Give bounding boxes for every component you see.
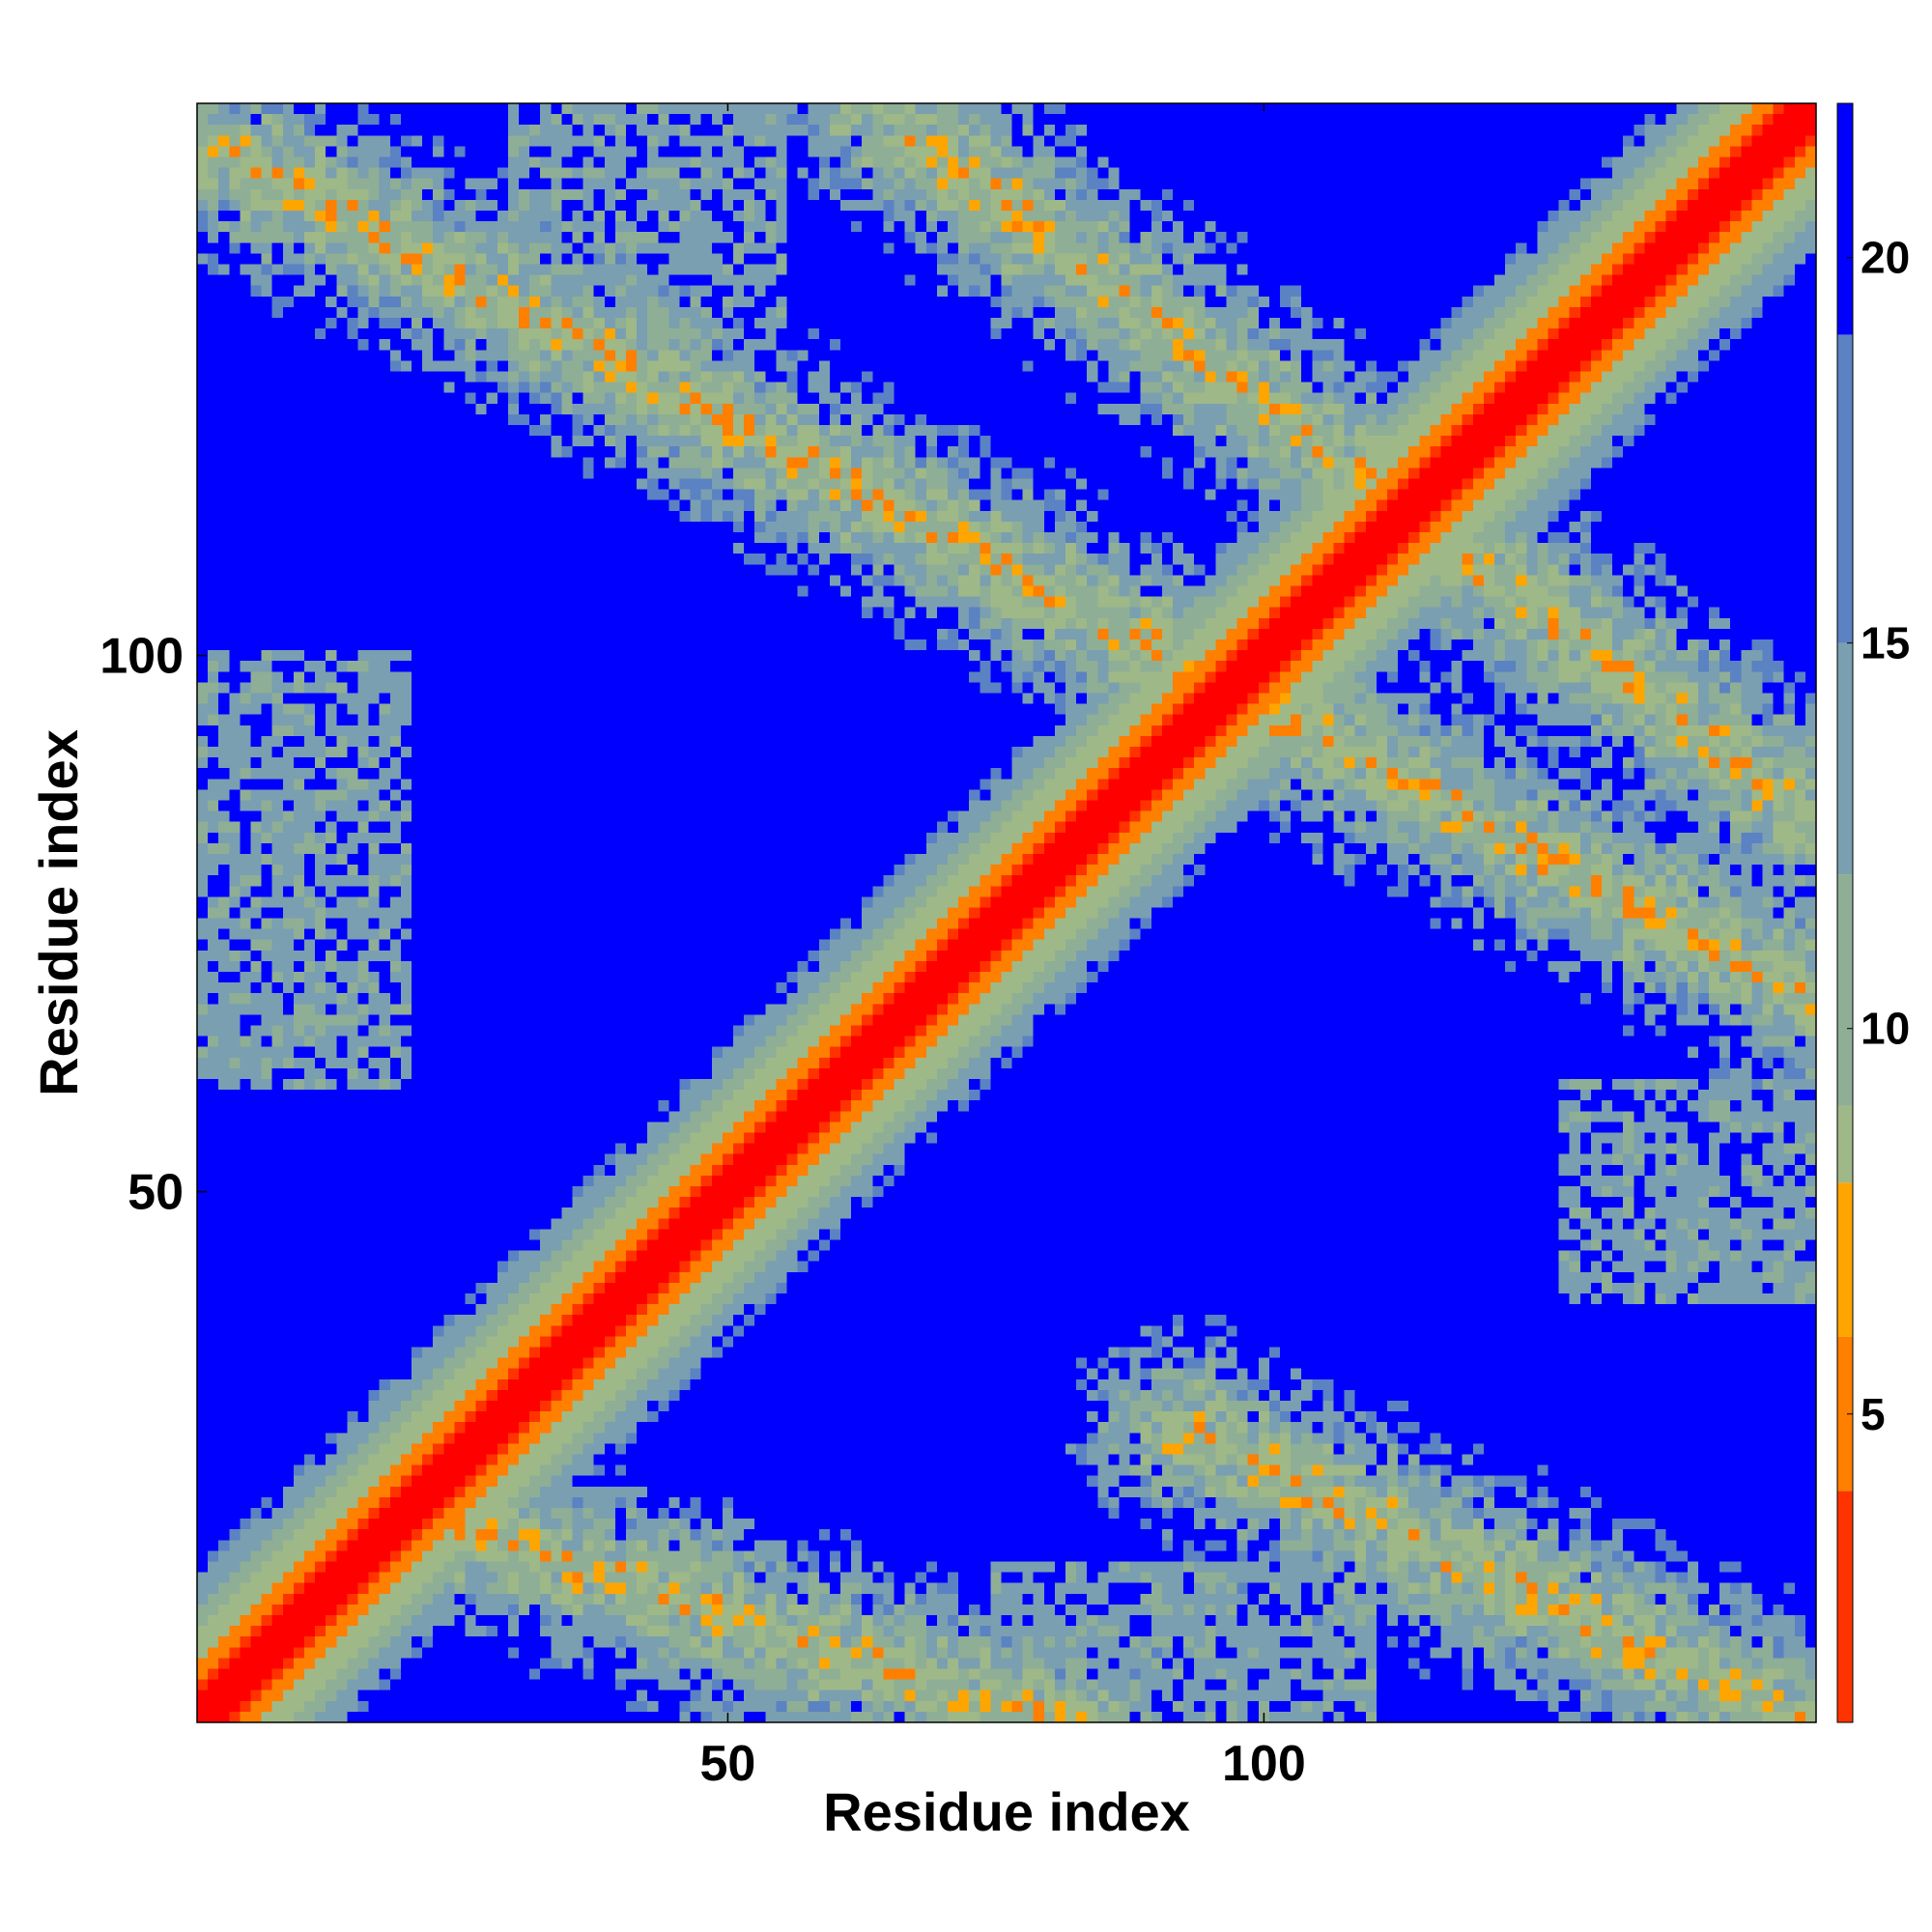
colorbar-segment [1837, 642, 1853, 875]
y-axis-label: Residue index [28, 729, 89, 1096]
colorbar-tick-label: 10 [1861, 1004, 1910, 1054]
y-tick-label: 100 [99, 629, 184, 685]
colorbar-tick-label: 15 [1861, 618, 1910, 668]
x-axis: 50 100 [699, 103, 1306, 1792]
y-tick-label: 50 [128, 1165, 184, 1221]
x-tick-label: 100 [1222, 1736, 1306, 1792]
colorbar-segment [1837, 1491, 1853, 1722]
heatmap-cells [197, 103, 1816, 1722]
colorbar-tick-label: 20 [1861, 233, 1910, 283]
colorbar-frame [1836, 102, 1854, 1723]
colorbar-segment [1837, 1336, 1853, 1492]
colorbar-tick-label: 5 [1861, 1389, 1886, 1439]
colorbar: 5 10 15 20 [1836, 102, 1910, 1723]
x-tick-label: 50 [699, 1736, 755, 1792]
colorbar-segment [1837, 874, 1853, 1106]
colorbar-segment [1837, 334, 1853, 643]
colorbar-segment [1837, 103, 1853, 335]
colorbar-segment [1837, 1105, 1853, 1183]
plot-area [196, 102, 1817, 1723]
plot-frame [196, 102, 1817, 1723]
y-axis: 50 100 [99, 629, 207, 1221]
x-axis-label: Residue index [823, 1781, 1190, 1842]
colorbar-segment [1837, 1182, 1853, 1337]
